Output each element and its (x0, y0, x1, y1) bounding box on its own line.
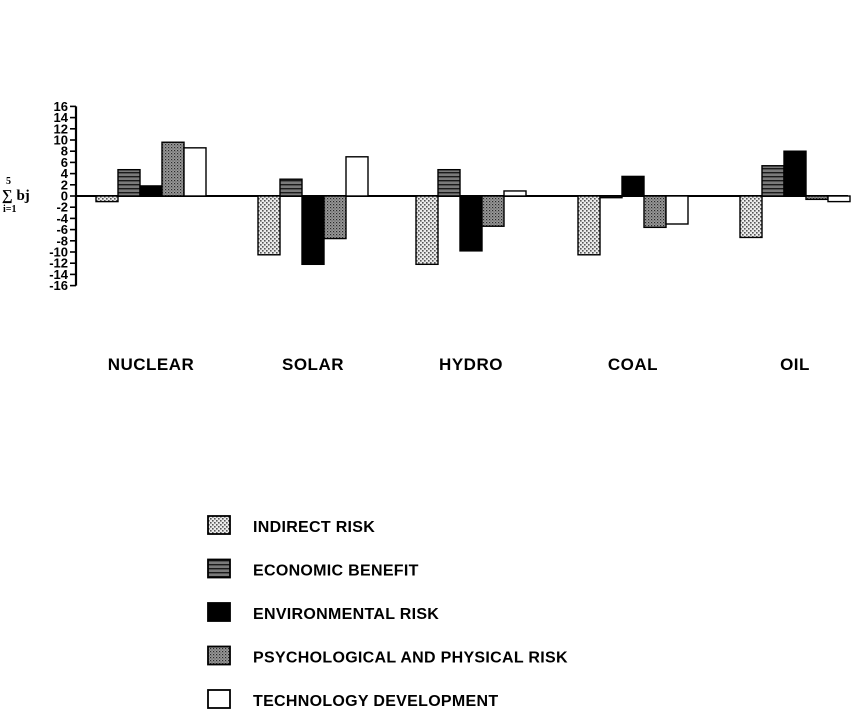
y-tick-label: 0 (61, 189, 68, 204)
bar-economic-hydro (437, 168, 461, 197)
bar-tech-coal (665, 195, 689, 225)
bar-psych-coal (643, 195, 667, 229)
legend-swatch-indirect (207, 515, 231, 535)
x-category-label: HYDRO (439, 355, 503, 374)
y-axis-label-bottom: i=1 (3, 204, 16, 215)
y-tick-label: -2 (56, 200, 68, 215)
y-tick-label: 10 (54, 133, 68, 148)
y-tick-label: -12 (49, 256, 68, 271)
bars (95, 141, 851, 266)
bar-environmental-nuclear (139, 185, 163, 197)
x-category-label: OIL (780, 355, 810, 374)
bar-psych-nuclear (161, 141, 185, 197)
legend-label-environmental: ENVIRONMENTAL RISK (253, 606, 439, 623)
y-tick-label: 14 (54, 110, 69, 125)
bar-psych-oil (805, 195, 829, 201)
bar-tech-nuclear (183, 147, 207, 197)
legend-swatch-economic (207, 558, 231, 579)
bar-environmental-hydro (459, 195, 483, 252)
legend-label-indirect: INDIRECT RISK (253, 519, 375, 536)
bar-indirect-nuclear (95, 195, 119, 203)
bar-indirect-solar (257, 195, 281, 256)
x-category-label: COAL (608, 355, 658, 374)
y-tick-label: -6 (56, 222, 68, 237)
bar-environmental-solar (301, 195, 325, 266)
labels: 5∑ bji=1 NUCLEAR SOLAR HYDRO COAL OIL (2, 176, 810, 374)
y-tick-label: -4 (56, 211, 68, 226)
bar-economic-nuclear (117, 168, 141, 197)
bar-indirect-oil (739, 195, 763, 239)
bar-psych-solar (323, 195, 347, 240)
y-tick-label: 2 (61, 177, 68, 192)
bar-psych-hydro (481, 195, 505, 227)
bar-tech-solar (345, 156, 369, 197)
y-tick-label: -8 (56, 233, 68, 248)
y-tick-label: -16 (49, 278, 68, 293)
legend-label-tech: TECHNOLOGY DEVELOPMENT (253, 693, 498, 710)
x-category-label: NUCLEAR (108, 355, 195, 374)
y-tick-label: 16 (54, 99, 68, 114)
legend-label-psych: PSYCHOLOGICAL AND PHYSICAL RISK (253, 650, 568, 667)
y-tick-label: 12 (54, 121, 68, 136)
y-tick-label: -14 (49, 267, 69, 282)
bar-economic-solar (279, 178, 303, 197)
bar-tech-hydro (503, 190, 527, 197)
y-axis-label-mid: ∑ bj (2, 188, 30, 204)
bar-indirect-coal (577, 195, 601, 256)
x-category-label: SOLAR (282, 355, 344, 374)
y-axis-label-top: 5 (6, 176, 11, 187)
y-tick-label: 6 (61, 155, 68, 170)
bar-environmental-coal (621, 175, 645, 197)
bar-environmental-oil (783, 150, 807, 197)
bar-indirect-hydro (415, 195, 439, 266)
bar-tech-oil (827, 195, 851, 203)
legend-label-economic: ECONOMIC BENEFIT (253, 563, 419, 580)
y-tick-label: -10 (49, 245, 68, 260)
y-tick-label: 8 (61, 144, 68, 159)
legend-swatch-environmental (207, 602, 231, 622)
bar-economic-coal (599, 195, 623, 199)
legend-swatch-psych (207, 645, 231, 666)
bar-economic-oil (761, 165, 785, 197)
legend-swatch-tech (207, 689, 231, 709)
legend: INDIRECT RISK ECONOMIC BENEFIT ENVIRONMENT… (207, 515, 568, 710)
y-tick-label: 4 (61, 166, 69, 181)
